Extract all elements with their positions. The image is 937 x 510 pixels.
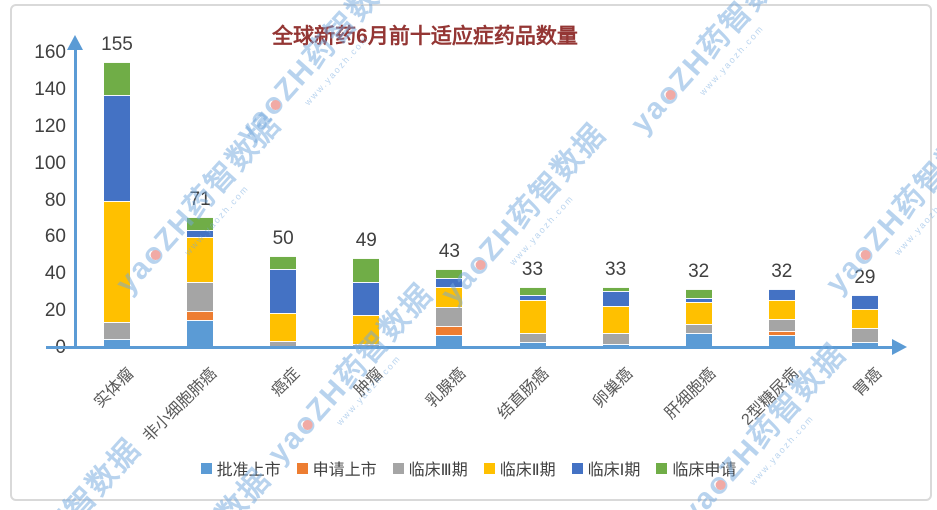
bar-segment bbox=[519, 300, 546, 334]
bar-total-label: 71 bbox=[189, 189, 211, 211]
bar-total-label: 33 bbox=[605, 259, 627, 281]
bar-segment bbox=[104, 322, 130, 339]
bar-segment bbox=[436, 287, 463, 308]
legend-item: 临床申请 bbox=[656, 456, 736, 480]
bar-segment bbox=[270, 268, 297, 313]
bar-segment bbox=[519, 333, 546, 343]
legend-item: 临床Ⅲ期 bbox=[392, 456, 468, 480]
bar-segment bbox=[851, 342, 878, 348]
bar-segment bbox=[353, 314, 380, 345]
legend-label: 临床Ⅱ期 bbox=[499, 462, 556, 479]
bar-segment bbox=[602, 305, 629, 334]
legend-swatch-icon bbox=[200, 462, 212, 474]
bar-segment bbox=[519, 287, 546, 295]
bar-segment bbox=[768, 289, 795, 301]
bar-total-label: 50 bbox=[272, 227, 294, 249]
bar-segment bbox=[436, 307, 463, 326]
bar-segment bbox=[602, 290, 629, 306]
bar-segment bbox=[187, 237, 214, 282]
bar-segment bbox=[768, 318, 795, 332]
bar-segment bbox=[519, 342, 546, 348]
legend-label: 临床Ⅰ期 bbox=[587, 462, 641, 479]
chart-frame bbox=[10, 4, 932, 501]
legend-swatch-icon bbox=[296, 462, 308, 474]
bar-segment bbox=[851, 294, 878, 310]
y-tick-label: 40 bbox=[44, 263, 66, 285]
y-tick-label: 140 bbox=[34, 78, 66, 100]
bar-segment bbox=[353, 257, 380, 282]
y-tick-label: 80 bbox=[44, 189, 66, 211]
bar-total-label: 43 bbox=[438, 240, 460, 262]
legend-swatch-icon bbox=[656, 462, 668, 474]
bar-segment bbox=[768, 331, 795, 336]
bar-segment bbox=[436, 325, 463, 336]
legend-label: 临床Ⅲ期 bbox=[408, 462, 468, 479]
bar-segment bbox=[768, 300, 795, 319]
bar-segment bbox=[187, 320, 214, 348]
bar-segment bbox=[685, 333, 712, 348]
y-tick-label: 60 bbox=[44, 226, 66, 248]
bar-segment bbox=[685, 324, 712, 334]
bar-segment bbox=[270, 340, 297, 348]
bar-total-label: 29 bbox=[854, 266, 876, 288]
bar-segment bbox=[436, 268, 463, 278]
bar-segment bbox=[270, 255, 297, 269]
x-axis-line bbox=[46, 346, 894, 349]
bar-segment bbox=[768, 335, 795, 348]
y-axis-arrow-icon bbox=[67, 35, 83, 50]
bar-segment bbox=[187, 217, 214, 230]
bar-segment bbox=[187, 311, 214, 321]
legend-label: 批准上市 bbox=[216, 462, 281, 479]
x-axis-arrow-icon bbox=[892, 339, 907, 355]
y-tick-label: 120 bbox=[34, 115, 66, 137]
bar-segment bbox=[436, 335, 463, 348]
legend-swatch-icon bbox=[483, 462, 495, 474]
y-tick-label: 100 bbox=[34, 152, 66, 174]
legend-swatch-icon bbox=[571, 462, 583, 474]
bar-segment bbox=[685, 301, 712, 325]
y-axis-line bbox=[74, 50, 77, 348]
bar-segment bbox=[104, 95, 130, 201]
chart-title: 全球新药6月前十适应症药品数量 bbox=[272, 25, 578, 48]
bar-segment bbox=[685, 298, 712, 302]
bar-total-label: 155 bbox=[101, 34, 133, 56]
bar-total-label: 32 bbox=[688, 261, 710, 282]
legend-item: 临床Ⅰ期 bbox=[571, 456, 641, 480]
y-tick-label: 160 bbox=[34, 42, 66, 63]
legend: 批准上市 申请上市 临床Ⅲ期 临床Ⅱ期 临床Ⅰ期 临床申请 bbox=[0, 456, 937, 480]
bar-segment bbox=[436, 277, 463, 288]
legend-item: 申请上市 bbox=[296, 456, 377, 480]
bar-segment bbox=[353, 281, 380, 315]
bar-segment bbox=[602, 287, 629, 291]
legend-swatch-icon bbox=[392, 462, 404, 474]
bar-segment bbox=[851, 327, 878, 343]
legend-label: 申请上市 bbox=[312, 462, 377, 479]
legend-item: 批准上市 bbox=[200, 456, 281, 480]
bar-segment bbox=[104, 200, 130, 323]
bar-segment bbox=[685, 289, 712, 299]
bar-segment bbox=[851, 309, 878, 328]
bar-segment bbox=[104, 62, 130, 96]
bar-segment bbox=[104, 338, 130, 348]
bar-segment bbox=[602, 333, 629, 345]
bar-total-label: 33 bbox=[521, 259, 544, 281]
legend-label: 临床申请 bbox=[672, 462, 737, 479]
y-tick-label: 20 bbox=[44, 300, 66, 322]
bar-segment bbox=[519, 294, 546, 301]
bar-total-label: 49 bbox=[355, 229, 377, 251]
legend-item: 临床Ⅱ期 bbox=[483, 456, 556, 480]
bar-segment bbox=[187, 281, 214, 312]
bar-segment bbox=[270, 312, 297, 341]
bar-segment bbox=[187, 230, 214, 238]
bar-total-label: 32 bbox=[771, 261, 793, 282]
